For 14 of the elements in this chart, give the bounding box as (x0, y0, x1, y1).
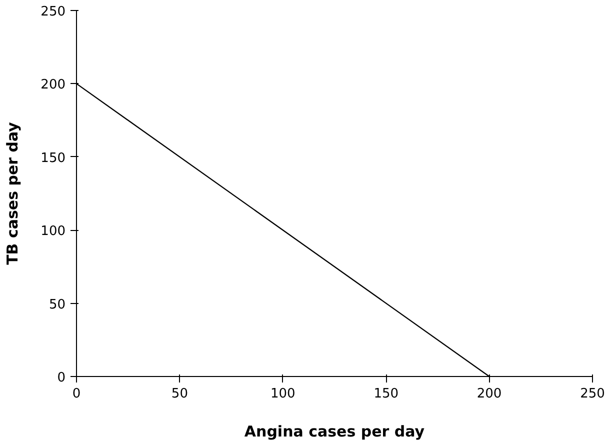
y-tick-label: 150 (40, 150, 66, 166)
x-tick-label: 50 (171, 386, 188, 402)
y-tick-label: 250 (40, 4, 66, 20)
x-tick-label: 200 (476, 386, 502, 402)
x-axis-title: Angina cases per day (244, 422, 425, 440)
y-tick-label: 200 (40, 78, 66, 93)
y-tick-label: 100 (40, 224, 66, 240)
y-tick-label: 50 (48, 297, 66, 312)
x-tick-label: 100 (270, 386, 296, 402)
x-tick-label: 150 (374, 386, 399, 402)
y-tick-label: 0 (57, 370, 66, 386)
y-axis-title: TB cases per day (4, 122, 22, 265)
x-tick-label: 0 (72, 386, 81, 402)
x-tick-label: 250 (580, 386, 605, 402)
